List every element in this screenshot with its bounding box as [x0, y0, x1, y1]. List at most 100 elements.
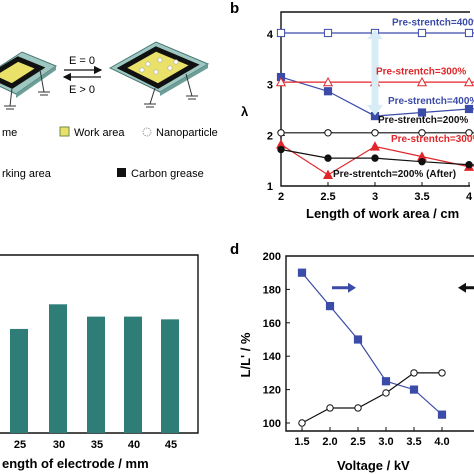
panel-d-series-line [301, 372, 442, 424]
legend-carbon-grease-label: Carbon grease [131, 168, 204, 180]
legend-frame-label: me [2, 127, 17, 139]
panel-b-y-tick-label: 4 [267, 29, 274, 41]
e-zero-label: E = 0 [69, 55, 95, 67]
panel-b-data-point [416, 76, 428, 87]
panel-b-change-arrow-head [367, 29, 383, 40]
nanoparticle-icon [142, 127, 152, 137]
panel-b-data-point [322, 76, 334, 87]
panel-d-right-axis-arrow-head [458, 282, 466, 293]
panel-b-change-arrow-head [367, 104, 383, 116]
panel-b-data-point [323, 87, 333, 96]
panel-b-letter: b [230, 0, 239, 17]
panel-b-x-tick-label: 3 [372, 191, 378, 203]
panel-d-data-point [326, 404, 334, 412]
panel-b-series-annotation: Pre-strentch=400% [388, 96, 474, 107]
panel-d-data-point [410, 369, 418, 377]
panel-c-x-axis-label: ength of electrode / mm [2, 456, 149, 471]
panel-d-plot: 1.5 2.0 2.5 3.0 3.5 4.0 100 120 140 160 180 200 [263, 251, 474, 448]
device-relaxed-illustration [0, 51, 58, 110]
panel-d-y-tick-label: 140 [263, 351, 281, 363]
panel-b-data-point [465, 161, 473, 169]
panel-b: b λ 2 2.5 3 3.5 41234Pre-strentch=400%Pre-st… [230, 0, 474, 221]
panel-b-data-point [418, 157, 426, 166]
panel-b-plot: 2 2.5 3 3.5 41234Pre-strentch=400%Pre-strent… [267, 11, 474, 203]
panel-b-y-axis-label: λ [241, 104, 249, 119]
panel-b-data-point [417, 28, 427, 38]
panel-b-series-line [280, 76, 474, 117]
panel-c-x-tick-label: 40 [128, 439, 140, 451]
panel-b-data-point [371, 129, 379, 137]
panel-b-data-point [464, 28, 474, 38]
device-stretched-illustration [108, 41, 210, 108]
panel-b-x-tick-label: 2.5 [320, 191, 335, 203]
panel-b-x-tick-label: 3.5 [414, 191, 429, 203]
panel-b-series-annotation: Pre-strentch=400% [392, 17, 474, 28]
legend-work-area-label: Work area [74, 127, 125, 139]
panel-b-data-point [418, 129, 426, 137]
panel-c-x-tick-label: 45 [165, 439, 177, 451]
panel-c-x-tick-label: 25 [14, 439, 26, 451]
panel-b-data-point [324, 129, 332, 137]
panel-b-series-annotation: Pre-strentch=300% [376, 67, 466, 78]
panel-b-data-point [464, 104, 474, 114]
panel-c-bar [124, 316, 142, 433]
panel-b-data-point [322, 169, 334, 179]
panel-c-x-tick-label: 30 [53, 439, 65, 451]
panel-b-series-line [280, 143, 474, 176]
panel-b-x-tick-label: 2 [278, 191, 284, 203]
panel-b-series-annotation: Pre-strentch=200% [378, 115, 468, 126]
panel-d-y-tick-label: 200 [263, 251, 281, 263]
panel-b-data-point [417, 108, 427, 117]
panel-d-y-tick-label: 120 [263, 385, 281, 397]
panel-d-data-point [298, 419, 306, 427]
panel-d-x-tick-label: 3.5 [406, 436, 421, 448]
panel-b-series-line [280, 148, 474, 166]
panel-d-data-point [353, 335, 363, 344]
panel-b-data-point [324, 154, 332, 162]
panel-b-series-annotation: Pre-strentch=300% [391, 134, 474, 145]
panel-d-data-point [297, 268, 307, 277]
panel-b-y-tick-label: 1 [267, 181, 273, 193]
panel-d-letter: d [230, 241, 239, 258]
legend-nanoparticle-label: Nanoparticle [156, 127, 218, 139]
panel-d-data-point [381, 377, 391, 386]
panel-b-data-point [277, 145, 285, 154]
panel-b-data-point [276, 28, 286, 38]
panel-d-x-tick-label: 1.5 [294, 436, 309, 448]
panel-d-x-axis-label: Voltage / kV [337, 458, 410, 473]
work-area-icon [59, 126, 70, 137]
panel-d-y-tick-label: 180 [263, 284, 281, 296]
panel-c-plot: 25 30 35 40 45 [0, 254, 199, 451]
panel-d-data-point [325, 302, 335, 311]
panel-d-data-point [382, 389, 390, 397]
panel-d: d L/L' / % 1.5 2.0 2.5 3.0 3.5 4.0 100 120 140 16… [230, 241, 474, 473]
panel-c-bar [87, 316, 105, 433]
panel-d-data-point [437, 410, 447, 419]
panel-b-x-tick-label: 4 [466, 191, 473, 203]
panel-b-data-point [275, 76, 287, 87]
panel-d-x-tick-label: 3.0 [378, 436, 393, 448]
panel-b-series-annotation: Pre-strentch=200% (After) [333, 169, 456, 180]
panel-b-y-tick-label: 2 [267, 130, 273, 142]
panel-b-data-point [323, 28, 333, 38]
panel-b-data-point [369, 141, 381, 151]
panel-b-data-point [465, 129, 473, 137]
panel-c-bar [10, 328, 28, 433]
panel-d-data-point [438, 369, 446, 377]
panel-d-y-tick-label: 100 [263, 418, 281, 430]
panel-c-x-tick-label: 35 [91, 439, 103, 451]
panel-b-x-axis-label: Length of work area / cm [306, 206, 459, 221]
carbon-grease-icon [117, 168, 126, 177]
panel-d-x-tick-label: 2.0 [322, 436, 337, 448]
panel-c: 25 30 35 40 45 ength of electrode / mm [0, 254, 199, 471]
legend-working-area-label: rking area [2, 168, 52, 180]
panel-d-y-tick-label: 160 [263, 318, 281, 330]
panel-a: E = 0 E > 0 me Work area [0, 41, 218, 180]
panel-d-data-point [354, 404, 362, 412]
panel-d-data-point [409, 385, 419, 394]
panel-b-data-point [277, 129, 285, 137]
panel-d-left-axis-arrow-head [348, 282, 356, 293]
panel-c-bar [49, 304, 67, 433]
panel-c-bar [161, 319, 179, 433]
